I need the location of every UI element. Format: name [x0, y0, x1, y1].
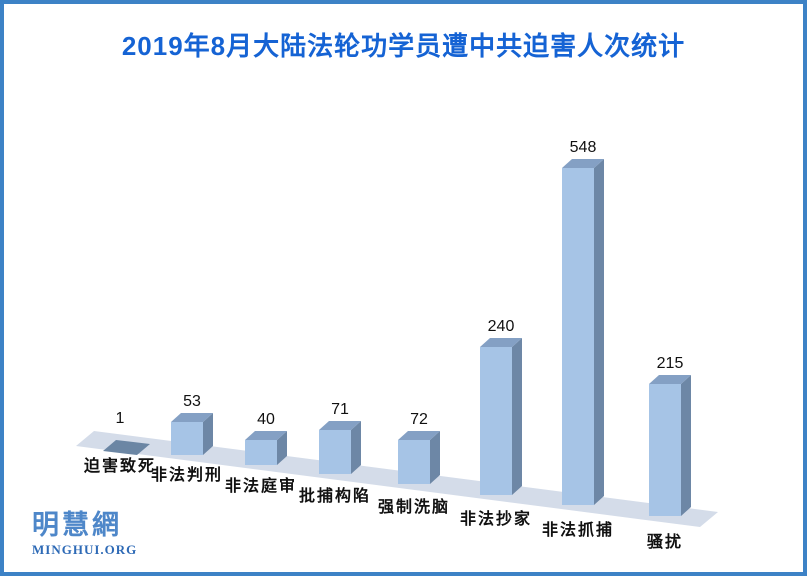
- category-label-1: 非法判刑: [151, 465, 223, 484]
- bar-3-top: [319, 421, 361, 430]
- bar-7-top: [649, 375, 691, 384]
- value-label-5: 240: [488, 318, 515, 335]
- value-label-0: 1: [116, 410, 125, 427]
- category-label-5: 非法抄家: [460, 509, 532, 528]
- value-label-7: 215: [657, 355, 684, 372]
- bar-4-front: [398, 440, 430, 484]
- bar-2-top: [245, 431, 287, 440]
- bar-5-top: [480, 338, 522, 347]
- bar-1-top: [171, 413, 213, 422]
- category-label-0: 迫害致死: [83, 456, 156, 475]
- logo-text: 明慧網: [32, 510, 122, 541]
- bar-4-side: [430, 431, 440, 484]
- value-label-1: 53: [183, 393, 201, 410]
- value-label-4: 72: [410, 411, 428, 428]
- bar-1-front: [171, 422, 203, 455]
- chart-floor: [76, 431, 718, 527]
- category-label-7: 骚扰: [647, 532, 683, 551]
- category-label-4: 强制洗脑: [378, 497, 450, 516]
- value-label-6: 548: [570, 139, 597, 156]
- bar-6-top: [562, 159, 604, 168]
- bar-6-side: [594, 159, 604, 505]
- bar-5-front: [480, 347, 512, 495]
- minghui-logo: 明慧網 MINGHUI.ORG: [32, 512, 137, 556]
- value-label-2: 40: [257, 411, 275, 428]
- bar-7-front: [649, 384, 681, 516]
- bar-4-top: [398, 431, 440, 440]
- logo-subtext: MINGHUI.ORG: [32, 542, 138, 557]
- value-label-3: 71: [331, 401, 349, 418]
- category-label-3: 批捕构陷: [299, 486, 371, 505]
- bar-3-front: [319, 430, 351, 474]
- bar-6-front: [562, 168, 594, 505]
- bar-2-side: [277, 431, 287, 465]
- bar-2-front: [245, 440, 277, 465]
- bar-1-side: [203, 413, 213, 455]
- bar-5-side: [512, 338, 522, 495]
- bar-3-side: [351, 421, 361, 474]
- category-label-6: 非法抓捕: [542, 520, 614, 539]
- page-title: 2019年8月大陆法轮功学员遭中共迫害人次统计: [121, 31, 686, 61]
- bar-0-flat-tile: [103, 440, 150, 455]
- category-label-2: 非法庭审: [225, 476, 297, 495]
- bar-7-side: [681, 375, 691, 516]
